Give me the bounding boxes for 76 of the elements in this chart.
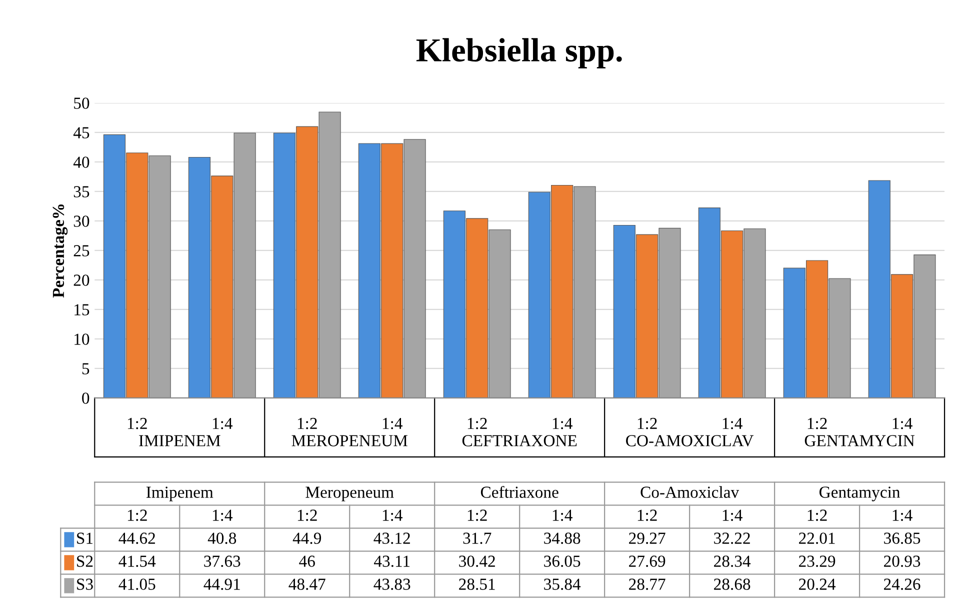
- data-label: 27.69: [629, 556, 666, 567]
- x-tick-label: 1:4: [552, 418, 572, 430]
- x-tick-label: 1:4: [212, 418, 233, 430]
- y-tick-label: 50: [74, 98, 90, 109]
- x-tick-label: 1:4: [892, 418, 912, 430]
- data-label: 22.01: [799, 532, 835, 544]
- legend-label: S3: [77, 578, 93, 590]
- data-label: 20.24: [799, 578, 836, 590]
- legend-label: S2: [77, 556, 93, 567]
- category-label: 1:4: [382, 510, 402, 521]
- data-label: 41.54: [118, 556, 156, 567]
- text: IMIPENEM: [139, 435, 220, 446]
- data-label: 48.47: [288, 578, 326, 590]
- data-label: 30.42: [459, 556, 495, 567]
- text: Imipenem: [146, 486, 214, 502]
- y-tick-label: 10: [74, 334, 90, 345]
- y-tick-label: 15: [74, 304, 90, 316]
- data-label: 43.12: [374, 532, 410, 544]
- legend-label: S1: [77, 532, 93, 544]
- category-label: 1:4: [212, 510, 233, 521]
- text: GENTAMYCIN: [804, 435, 915, 446]
- text: MEROPENEUM: [292, 435, 408, 446]
- category-label: 1:2: [638, 510, 657, 521]
- category-label: 1:2: [808, 510, 827, 521]
- data-label: 32.22: [714, 532, 750, 544]
- x-tick-label: 1:2: [638, 418, 657, 430]
- data-label: 43.83: [374, 578, 410, 590]
- category-label: 1:2: [298, 510, 317, 521]
- data-label: 28.34: [714, 556, 751, 567]
- data-label: 40.8: [208, 532, 236, 544]
- text: Meropeneum: [306, 486, 394, 502]
- data-label: 43.11: [374, 556, 410, 567]
- data-label: 44.91: [204, 578, 240, 590]
- data-label: 46: [299, 556, 315, 567]
- y-tick-label: 30: [74, 216, 90, 227]
- text: CO-AMOXICLAV: [626, 435, 754, 446]
- data-label: 36.85: [884, 532, 920, 544]
- y-tick-label: 35: [74, 186, 90, 198]
- y-tick-label: 0: [82, 392, 90, 404]
- data-label: 28.68: [714, 578, 750, 590]
- y-tick-label: 40: [73, 156, 90, 168]
- y-tick-label: 45: [73, 127, 90, 138]
- chart-title: Klebsiella spp.: [416, 38, 622, 68]
- category-label: 1:4: [722, 510, 742, 521]
- x-tick-label: 1:2: [808, 418, 827, 430]
- x-tick-label: 1:2: [128, 418, 147, 430]
- data-label: 29.27: [629, 532, 666, 544]
- text: Ceftriaxone: [480, 486, 558, 498]
- y-tick-label: 20: [74, 274, 90, 286]
- data-label: 31.7: [463, 532, 492, 544]
- x-tick-label: 1:2: [298, 418, 317, 430]
- x-tick-label: 1:4: [382, 418, 402, 430]
- data-label: 41.05: [118, 578, 156, 590]
- data-label: 44.62: [118, 532, 155, 544]
- category-label: 1:2: [468, 510, 487, 521]
- category-label: 1:4: [892, 510, 912, 521]
- text: CEFTRIAXONE: [462, 435, 577, 446]
- data-label: 28.51: [459, 578, 495, 590]
- data-label: 23.29: [799, 556, 836, 567]
- text: Co-Amoxiclav: [640, 486, 740, 498]
- data-label: 34.88: [544, 532, 580, 544]
- data-label: 36.05: [544, 556, 580, 567]
- data-label: 44.9: [292, 532, 322, 544]
- text: Gentamycin: [819, 486, 900, 502]
- y-axis-title: Percentage%: [52, 204, 68, 298]
- category-label: 1:2: [128, 510, 147, 521]
- x-tick-label: 1:2: [468, 418, 487, 430]
- x-tick-label: 1:4: [722, 418, 742, 430]
- data-label: 28.77: [629, 578, 666, 590]
- data-label: 37.63: [204, 556, 240, 567]
- category-label: 1:4: [552, 510, 572, 521]
- data-label: 20.93: [884, 556, 920, 567]
- y-tick-label: 5: [82, 363, 90, 374]
- y-tick-label: 25: [74, 245, 90, 256]
- data-label: 35.84: [544, 578, 581, 590]
- data-label: 24.26: [884, 578, 920, 590]
